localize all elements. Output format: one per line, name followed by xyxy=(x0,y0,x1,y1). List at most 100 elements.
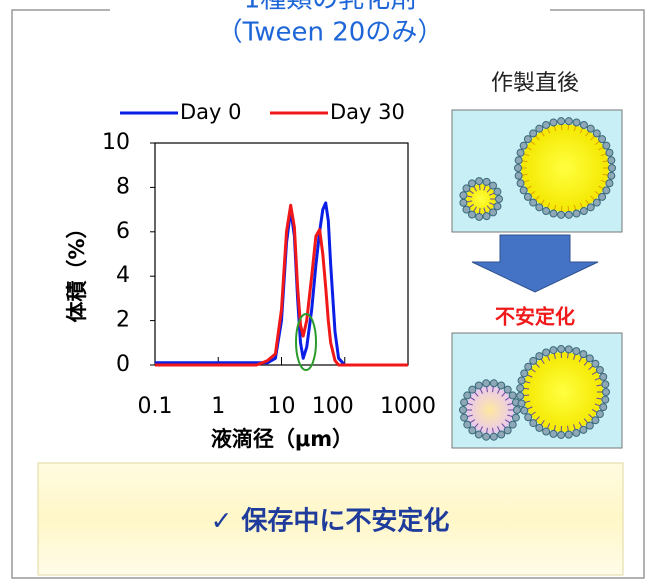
head xyxy=(573,429,580,436)
head xyxy=(608,172,615,179)
head xyxy=(469,386,476,393)
arrow xyxy=(472,235,598,292)
head xyxy=(602,381,609,388)
head xyxy=(521,407,528,414)
head xyxy=(593,130,600,137)
x-tick-label: 1000 xyxy=(380,394,436,419)
head xyxy=(573,210,580,217)
head xyxy=(550,119,557,126)
head xyxy=(587,204,594,211)
x-tick-label: 0.1 xyxy=(138,394,173,419)
head xyxy=(517,392,524,399)
head xyxy=(475,431,482,438)
conclusion: ✓ 保存中に不安定化 xyxy=(211,506,450,537)
head xyxy=(464,421,471,428)
head xyxy=(525,363,532,370)
head xyxy=(580,121,587,128)
x-tick-label: 100 xyxy=(312,394,354,419)
head xyxy=(469,180,476,187)
x-axis-label: 液滴径（μm） xyxy=(211,427,353,451)
head xyxy=(521,370,528,377)
head xyxy=(606,149,613,156)
head xyxy=(469,427,476,434)
head xyxy=(498,382,505,389)
head xyxy=(520,142,527,149)
head xyxy=(593,199,600,206)
head xyxy=(498,431,505,438)
head xyxy=(494,188,501,195)
y-tick-label: 4 xyxy=(116,263,130,288)
head xyxy=(543,428,550,435)
head xyxy=(565,346,572,353)
head xyxy=(515,172,522,179)
head xyxy=(518,400,525,407)
head xyxy=(490,433,497,440)
head xyxy=(515,165,522,172)
head xyxy=(573,348,580,355)
head xyxy=(580,426,587,433)
after-label: 不安定化 xyxy=(495,305,575,329)
head xyxy=(536,353,543,360)
head xyxy=(596,366,603,373)
head xyxy=(517,180,524,187)
head xyxy=(602,396,609,403)
head xyxy=(550,347,557,354)
head xyxy=(558,431,565,438)
head xyxy=(530,357,537,364)
head xyxy=(558,211,565,218)
legend-label: Day 0 xyxy=(180,100,242,124)
head xyxy=(558,346,565,353)
head xyxy=(496,196,503,203)
y-tick-label: 10 xyxy=(102,130,130,155)
head xyxy=(530,420,537,427)
head xyxy=(463,206,470,213)
head xyxy=(550,430,557,437)
head xyxy=(550,210,557,217)
head xyxy=(536,125,543,132)
head xyxy=(573,119,580,126)
head xyxy=(558,118,565,125)
head xyxy=(518,377,525,384)
head xyxy=(543,121,550,128)
head xyxy=(606,180,613,187)
head xyxy=(530,199,537,206)
data-line xyxy=(155,203,408,365)
y-tick-label: 0 xyxy=(116,352,130,377)
head xyxy=(603,142,610,149)
head xyxy=(600,404,607,411)
head xyxy=(543,208,550,215)
head xyxy=(600,373,607,380)
head xyxy=(483,213,490,220)
head xyxy=(603,389,610,396)
head xyxy=(494,203,501,210)
head xyxy=(565,211,572,218)
head xyxy=(483,178,490,185)
y-tick-label: 6 xyxy=(116,219,130,244)
y-tick-label: 2 xyxy=(116,308,130,333)
head xyxy=(603,187,610,194)
plot-frame xyxy=(155,143,408,365)
head xyxy=(525,414,532,421)
y-tick-label: 8 xyxy=(116,174,130,199)
head xyxy=(536,424,543,431)
chart: 02468100.11101001000液滴径（μm）体積（%）Day 0Day… xyxy=(65,100,436,451)
head xyxy=(504,386,511,393)
head xyxy=(483,380,490,387)
head xyxy=(461,399,468,406)
head xyxy=(543,349,550,356)
head xyxy=(586,355,593,362)
before-label: 作製直後 xyxy=(491,71,579,96)
head xyxy=(504,427,511,434)
head xyxy=(461,414,468,421)
head xyxy=(608,157,615,164)
head xyxy=(599,136,606,143)
head xyxy=(565,118,572,125)
head xyxy=(469,211,476,218)
head xyxy=(520,187,527,194)
head xyxy=(524,193,531,200)
head xyxy=(464,392,471,399)
head xyxy=(565,431,572,438)
head xyxy=(490,380,497,387)
title: 1種類の乳化剤 xyxy=(244,0,417,15)
x-tick-label: 10 xyxy=(268,394,296,419)
